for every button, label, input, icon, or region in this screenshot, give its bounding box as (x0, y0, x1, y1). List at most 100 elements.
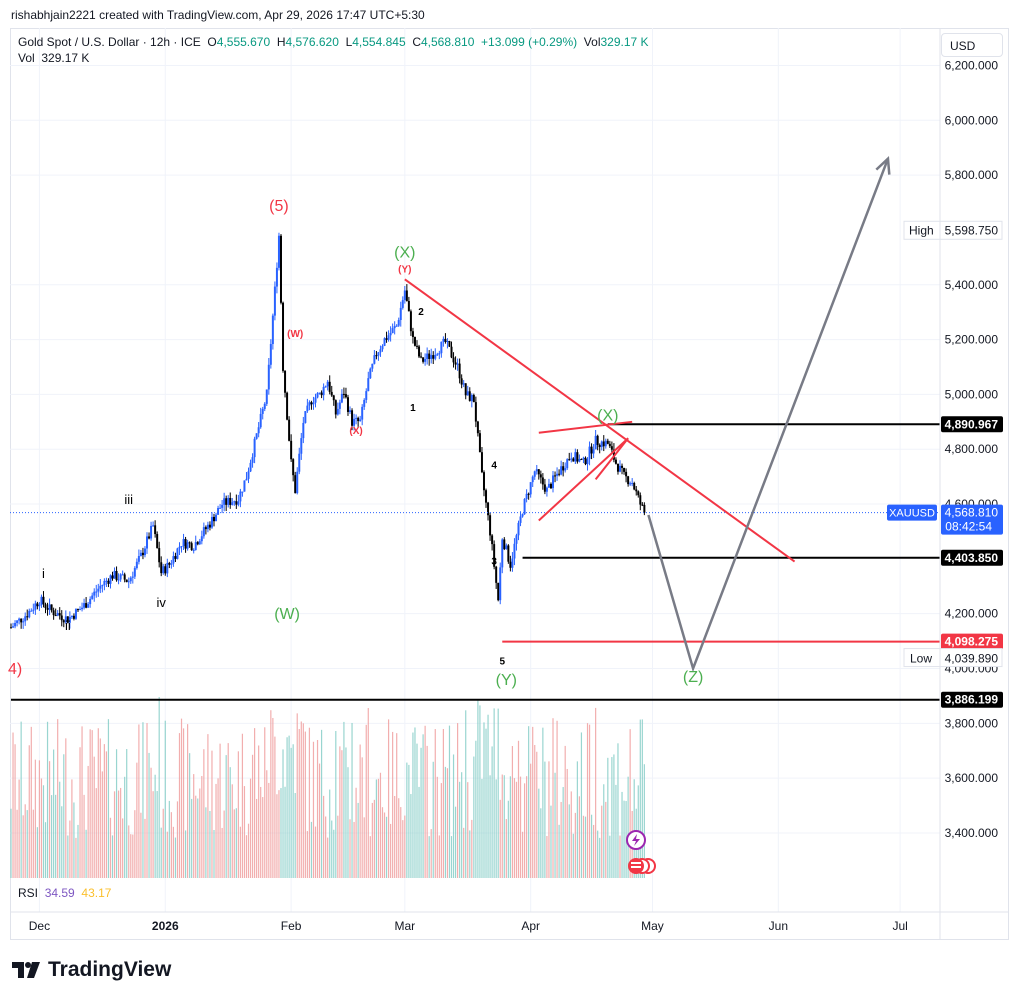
time-tick-label: 2026 (152, 919, 179, 933)
chart-byline: rishabhjain2221 created with TradingView… (11, 8, 425, 22)
candle-body (359, 419, 362, 422)
candle-body (103, 580, 106, 586)
candle-body (247, 471, 250, 479)
candle-body (261, 408, 264, 414)
candle-body (621, 465, 624, 468)
volume-bar (554, 772, 556, 878)
volume-bar (595, 707, 597, 878)
volume-legend[interactable]: Vol 329.17 K (18, 51, 90, 65)
volume-bar (633, 779, 635, 878)
candle-body (533, 471, 536, 477)
candle-body (26, 616, 29, 618)
volume-bar (178, 733, 181, 878)
candle-body (495, 566, 498, 583)
candle-body (202, 527, 205, 537)
volume-bar (223, 810, 225, 878)
volume-bar (556, 720, 558, 878)
volume-bar (91, 730, 93, 878)
rsi-legend[interactable]: RSI 34.59 43.17 (18, 886, 112, 900)
event-icons[interactable] (626, 830, 656, 874)
volume-bar (337, 815, 339, 878)
volume-bar (260, 786, 262, 878)
price-tick-label: 4,800.000 (945, 442, 999, 456)
candle-body (318, 392, 321, 394)
volume-bar (641, 719, 643, 878)
volume-bar (164, 720, 166, 878)
volume-bar (288, 735, 290, 878)
volume-bar (400, 807, 402, 878)
volume-bar (381, 807, 384, 878)
candle-body (166, 562, 169, 574)
volume-bar (101, 771, 103, 878)
candle-body (113, 570, 116, 579)
volume-bar (209, 811, 211, 878)
candle-body (391, 328, 394, 333)
volume-bar (365, 724, 367, 878)
candle-body (426, 353, 429, 360)
volume-bar (394, 796, 396, 878)
volume-bar (534, 745, 536, 878)
tradingview-logo[interactable]: TradingView (12, 958, 171, 982)
volume-bar (174, 837, 177, 878)
candle-body (422, 357, 425, 362)
volume-bar (355, 787, 357, 878)
candle-body (170, 563, 173, 565)
volume-bar (442, 728, 444, 878)
volume-bar (538, 788, 540, 878)
candle-body (32, 609, 35, 611)
volume-bar (398, 798, 400, 878)
volume-bar (63, 754, 65, 878)
candle-body (338, 402, 341, 409)
volume-bar (146, 723, 148, 878)
volume-bar (128, 825, 130, 878)
price-level-tag (941, 416, 1003, 433)
price-axis: 6,200.000 6,000.000 5,800.000 5,400.000 5,20… (887, 58, 1003, 840)
volume-bar (593, 824, 595, 878)
candle-body (192, 550, 195, 552)
volume-value: 329.17 K (600, 35, 649, 49)
volume-bar (448, 725, 451, 878)
candle-body (229, 497, 232, 505)
volume-bar (477, 700, 479, 878)
currency-button[interactable]: USD (941, 33, 1003, 57)
volume-bar (469, 830, 471, 878)
volume-bar (385, 816, 388, 878)
candle-body (42, 596, 45, 605)
candle-body (296, 471, 299, 494)
candle-body (336, 408, 339, 415)
candle-body (456, 363, 459, 365)
candle-body (521, 514, 524, 517)
candle-body (365, 391, 368, 400)
current-price-label: 4,568.810 (945, 506, 999, 520)
current-price-tag (941, 504, 1003, 535)
candle-body (241, 491, 244, 493)
candle-body (375, 355, 378, 357)
candle-body (277, 235, 280, 268)
candle-body (452, 357, 455, 363)
candle-body (594, 435, 597, 450)
volume-bar (485, 728, 487, 878)
volume-bar (483, 722, 485, 878)
volume-bar (168, 800, 170, 878)
candle-body (493, 544, 496, 567)
candle-body (210, 516, 213, 528)
candle-body (403, 290, 406, 301)
candle-body (444, 338, 447, 342)
wave-label: 3 (491, 556, 497, 567)
volume-bar (613, 754, 615, 878)
candle-body (83, 603, 86, 608)
volume-bar (120, 787, 122, 878)
symbol-legend[interactable]: Gold Spot / U.S. Dollar · 12h · ICE O4,5… (18, 35, 649, 49)
volume-bar (335, 730, 337, 878)
volume-bar (286, 737, 288, 878)
volume-bar (59, 781, 61, 878)
candle-body (239, 491, 242, 502)
candle-body (430, 355, 433, 359)
candle-body (342, 393, 345, 395)
volume-bar (329, 789, 331, 878)
candle-body (156, 534, 159, 549)
candle-body (332, 395, 335, 401)
candle-body (306, 405, 309, 412)
candle-body (302, 422, 305, 439)
